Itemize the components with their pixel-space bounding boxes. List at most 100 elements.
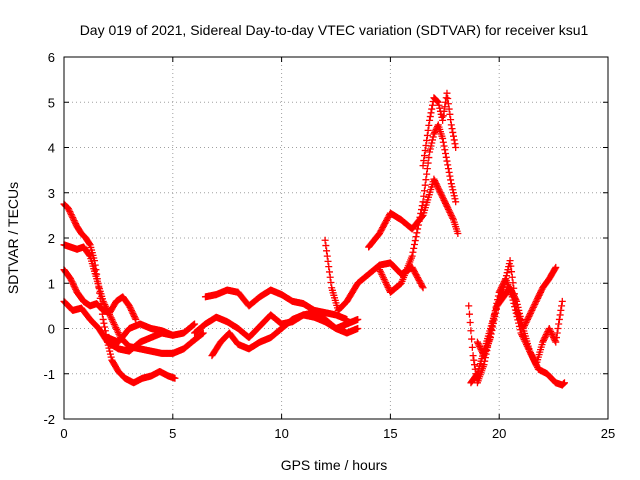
data-point [555, 320, 563, 328]
data-point [529, 305, 537, 313]
data-point [524, 314, 532, 322]
data-point [419, 198, 427, 206]
data-point [67, 276, 75, 284]
data-point [64, 205, 72, 213]
data-point [324, 257, 332, 265]
data-point [539, 338, 547, 346]
data-point [476, 343, 484, 351]
data-point [531, 359, 539, 367]
data-point [500, 281, 508, 289]
data-point [436, 189, 444, 197]
data-point [523, 317, 531, 325]
data-point [454, 229, 462, 237]
data-point [436, 187, 444, 195]
data-point [419, 162, 427, 170]
data-point [473, 338, 481, 346]
data-point [489, 319, 497, 327]
data-point [377, 269, 385, 277]
data-point [549, 332, 557, 340]
data-point [558, 302, 566, 310]
data-point [426, 148, 434, 156]
data-point [417, 209, 425, 217]
data-point [419, 284, 427, 292]
data-point [323, 252, 331, 260]
data-point [554, 325, 562, 332]
data-point [507, 285, 515, 293]
data-point [501, 278, 509, 286]
data-point [446, 208, 454, 216]
data-point [66, 208, 74, 216]
data-point [447, 211, 455, 219]
data-point [431, 128, 439, 136]
data-point [384, 283, 392, 291]
y-tick-label: -2 [43, 412, 55, 427]
data-point [553, 329, 561, 337]
data-point [114, 329, 122, 337]
data-point [486, 334, 494, 342]
chart-title: Day 019 of 2021, Sidereal Day-to-day VTE… [80, 22, 589, 38]
data-point [443, 202, 451, 210]
data-point [531, 300, 539, 308]
data-point [426, 113, 434, 121]
y-axis-ticks: -2 -1 0 1 2 3 4 5 6 [43, 50, 608, 427]
data-point [446, 172, 454, 180]
data-point [101, 323, 109, 331]
data-point [444, 165, 452, 173]
data-point [490, 316, 498, 324]
data-point [473, 371, 481, 379]
data-point [383, 282, 391, 290]
data-point [442, 94, 450, 102]
y-tick-label: 4 [48, 141, 55, 156]
data-point [422, 141, 430, 149]
data-point [540, 335, 548, 343]
data-point [427, 109, 435, 117]
data-point [409, 248, 417, 256]
data-point [515, 306, 523, 314]
data-point [534, 293, 542, 301]
x-axis-label: GPS time / hours [281, 457, 388, 473]
data-point [556, 311, 564, 319]
data-point [452, 198, 460, 206]
data-point [444, 100, 452, 108]
data-point [450, 189, 458, 197]
data-point [449, 186, 457, 194]
y-tick-label: 6 [48, 50, 55, 65]
data-point [100, 319, 108, 327]
data-point [108, 315, 116, 323]
series-5 [104, 320, 199, 346]
data-point [420, 152, 428, 160]
data-point [420, 192, 428, 200]
y-tick-label: 0 [48, 322, 55, 337]
data-point [545, 325, 553, 332]
data-point [125, 302, 133, 310]
data-point [127, 306, 135, 314]
data-point [448, 213, 456, 221]
data-point [480, 361, 488, 369]
data-point [383, 280, 391, 288]
data-point [437, 190, 445, 198]
data-point [69, 281, 77, 289]
data-point [100, 299, 108, 307]
data-point [502, 272, 510, 280]
data-point [438, 192, 446, 200]
data-point [442, 199, 450, 207]
data-point [448, 183, 456, 191]
data-point [434, 183, 442, 191]
data-point [439, 112, 447, 120]
data-point [552, 338, 560, 346]
x-axis-ticks: 0 5 10 15 20 25 [60, 57, 615, 441]
data-point [529, 303, 537, 311]
x-tick-label: 20 [492, 426, 506, 441]
data-point [468, 343, 476, 351]
data-point [428, 139, 436, 147]
data-point [354, 325, 362, 332]
data-point [537, 288, 545, 296]
data-point [537, 287, 545, 295]
data-point [408, 252, 416, 260]
data-point [382, 279, 390, 287]
data-point [171, 374, 179, 382]
data-point [378, 271, 386, 279]
data-point [68, 278, 76, 286]
data-point [425, 121, 433, 129]
data-point [444, 204, 452, 212]
